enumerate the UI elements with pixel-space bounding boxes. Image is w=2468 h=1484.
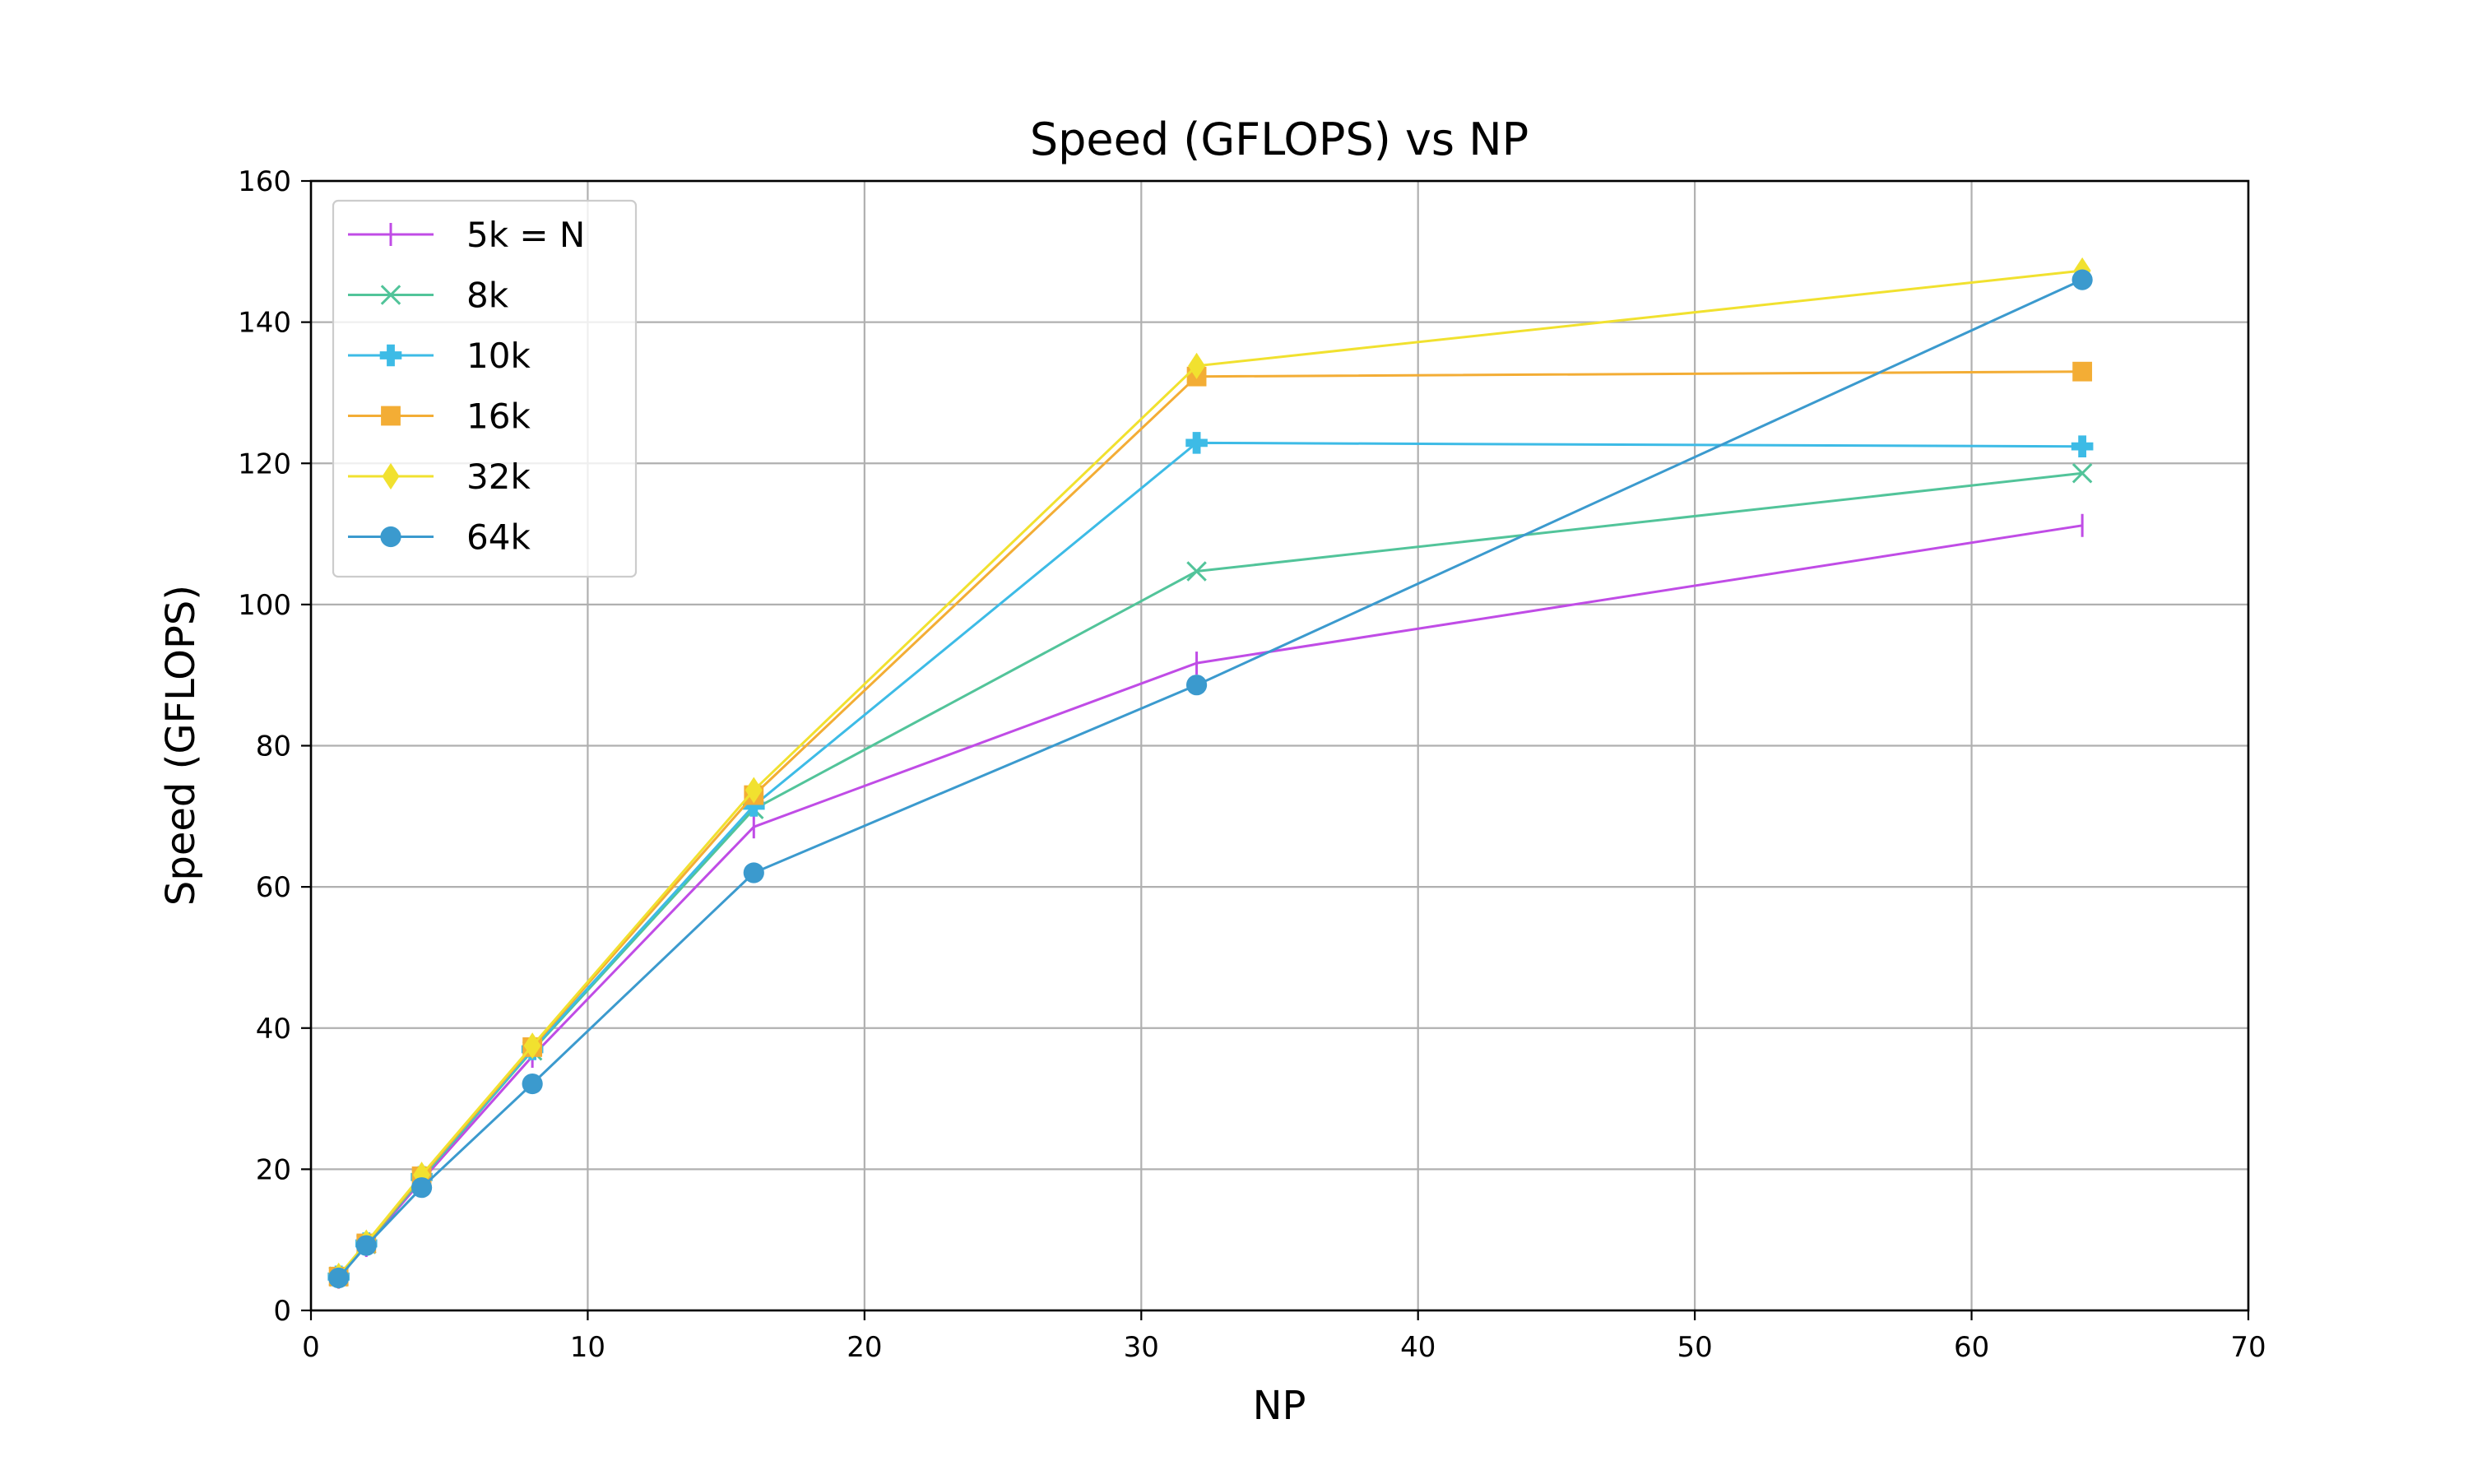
- data-point: [745, 777, 763, 804]
- data-point: [2071, 269, 2093, 290]
- data-point: [1185, 675, 1208, 696]
- data-point: [1186, 561, 1207, 582]
- y-tick-label: 20: [256, 1153, 291, 1186]
- diamond-marker: [382, 462, 400, 490]
- diamond-marker: [1188, 352, 1206, 379]
- data-point: [328, 1267, 350, 1289]
- x-axis-label: NP: [1253, 1383, 1306, 1429]
- data-point: [523, 1032, 541, 1060]
- diamond-marker: [523, 1032, 541, 1060]
- circle-marker: [411, 1177, 433, 1199]
- plot-frame: [309, 179, 2250, 1312]
- legend-entry: 32k: [348, 457, 531, 497]
- diamond-marker: [745, 777, 763, 804]
- diamond-marker: [413, 1162, 431, 1189]
- data-point: [743, 862, 764, 883]
- y-tick-label: 60: [256, 871, 291, 904]
- legend-entry: 5k = N: [348, 215, 585, 255]
- circle-marker: [2071, 269, 2093, 290]
- chart-title: Speed (GFLOPS) vs NP: [1030, 114, 1529, 165]
- data-point: [1188, 352, 1206, 379]
- y-axis-label: Speed (GFLOPS): [158, 585, 204, 906]
- data-point: [2071, 435, 2094, 457]
- circle-marker: [355, 1235, 377, 1256]
- square-marker: [381, 406, 401, 426]
- data-point: [2071, 463, 2093, 484]
- legend-entry: 16k: [348, 397, 531, 437]
- circle-marker: [380, 526, 401, 548]
- data-point: [742, 795, 765, 817]
- data-point: [522, 1073, 543, 1095]
- legend-marker: [380, 526, 401, 548]
- x-marker: [2071, 463, 2093, 484]
- circle-marker: [1185, 675, 1208, 696]
- data-point: [1185, 432, 1208, 454]
- x-tick-label: 0: [302, 1331, 320, 1364]
- data-point: [355, 1235, 377, 1256]
- x-tick-label: 60: [1954, 1331, 1989, 1364]
- legend-label: 10k: [466, 336, 531, 376]
- plus-marker: [379, 344, 402, 367]
- legend-entry: 8k: [348, 276, 509, 316]
- y-tick-label: 100: [238, 589, 291, 622]
- data-point: [411, 1177, 433, 1199]
- x-tick-label: 70: [2230, 1331, 2266, 1364]
- y-tick-label: 0: [273, 1295, 291, 1328]
- x-tick-label: 30: [1124, 1331, 1159, 1364]
- series-5: [328, 269, 2093, 1289]
- plus-marker: [742, 795, 765, 817]
- data-series: [327, 257, 2094, 1290]
- legend-label: 8k: [466, 276, 509, 316]
- circle-marker: [743, 862, 764, 883]
- plus-marker: [2071, 435, 2094, 457]
- legend-label: 64k: [466, 517, 531, 558]
- circle-marker: [328, 1267, 350, 1289]
- legend-label: 5k = N: [466, 215, 585, 255]
- circle-marker: [522, 1073, 543, 1095]
- legend-entry: 64k: [348, 517, 531, 558]
- legend-marker: [380, 285, 401, 305]
- square-marker: [2072, 361, 2093, 382]
- y-tick-label: 40: [256, 1013, 291, 1046]
- legend: 5k = N 8k 10k 16k 32k 64k: [332, 199, 638, 578]
- x-marker: [1186, 561, 1207, 582]
- x-tick-label: 50: [1677, 1331, 1713, 1364]
- x-tick-label: 20: [847, 1331, 882, 1364]
- legend-label: 16k: [466, 397, 531, 437]
- legend-marker: [381, 406, 401, 426]
- axes: 0 10 20 30 40 50 60 70 0 20 40 60 80 100 120 140 160: [238, 165, 2266, 1364]
- data-point: [2072, 361, 2093, 382]
- y-tick-label: 160: [238, 165, 291, 198]
- x-marker: [380, 285, 401, 305]
- legend-label: 32k: [466, 457, 531, 497]
- legend-marker: [379, 344, 402, 367]
- y-tick-label: 80: [256, 730, 291, 763]
- legend-marker: [382, 462, 400, 490]
- x-tick-label: 40: [1400, 1331, 1436, 1364]
- x-tick-label: 10: [570, 1331, 605, 1364]
- data-point: [413, 1162, 431, 1189]
- plus-marker: [1185, 432, 1208, 454]
- legend-entry: 10k: [348, 336, 531, 376]
- y-tick-label: 120: [238, 448, 291, 480]
- y-tick-label: 140: [238, 307, 291, 340]
